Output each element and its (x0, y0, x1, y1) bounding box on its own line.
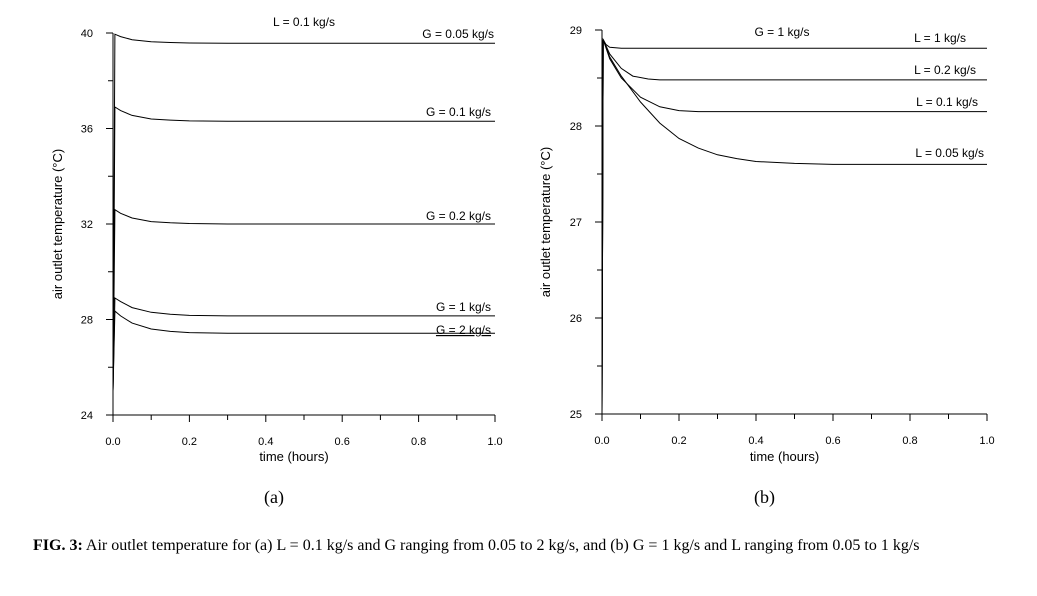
x-tick-label: 0.6 (825, 435, 840, 447)
x-tick-label: 0.8 (902, 435, 917, 447)
panel-b: 0.0 0.2 0.4 0.6 0.8 1.0 25 26 27 28 29 time (hours)… (538, 25, 995, 508)
y-tick-label: 26 (570, 313, 582, 325)
y-tick-label: 28 (81, 315, 93, 327)
x-tick-label: 0.0 (594, 435, 609, 447)
series-label: G = 0.2 kg/s (426, 209, 491, 223)
series-line (601, 39, 987, 415)
series-line (112, 310, 495, 392)
series-line (112, 106, 495, 392)
y-tick-label: 29 (570, 25, 582, 37)
x-axis-title: time (hours) (259, 449, 328, 464)
y-axis-title: air outlet temperature (°C) (50, 149, 65, 299)
series-line (112, 208, 495, 392)
series-label: L = 1 kg/s (914, 31, 966, 45)
x-tick-label: 1.0 (979, 435, 994, 447)
series-label: L = 0.1 kg/s (916, 95, 978, 109)
x-tick-label: 0.2 (671, 435, 686, 447)
y-tick-label: 40 (81, 28, 93, 40)
panel-label: (a) (264, 487, 284, 508)
y-tick-label: 32 (81, 219, 93, 231)
y-tick-label: 36 (81, 124, 93, 136)
series-line (112, 297, 495, 392)
x-tick-label: 0.0 (105, 436, 120, 448)
y-tick-label: 28 (570, 121, 582, 133)
y-axis-title: air outlet temperature (°C) (538, 147, 553, 297)
panel-header-label: G = 1 kg/s (754, 25, 809, 39)
panel-a: 0.0 0.2 0.4 0.6 0.8 1.0 24 28 32 36 40 time (hours)… (50, 15, 503, 508)
y-tick-label: 25 (570, 409, 582, 421)
x-tick-label: 1.0 (487, 436, 502, 448)
panel-header-label: L = 0.1 kg/s (273, 15, 335, 29)
x-axis-title: time (hours) (750, 449, 819, 464)
figure-caption: FIG. 3: Air outlet temperature for (a) L… (33, 535, 1023, 556)
x-tick-label: 0.6 (335, 436, 350, 448)
caption-text: Air outlet temperature for (a) L = 0.1 k… (85, 537, 920, 554)
x-tick-label: 0.4 (258, 436, 273, 448)
y-tick-label: 27 (570, 217, 582, 229)
series-label: G = 1 kg/s (436, 300, 491, 314)
series-line (112, 33, 495, 392)
y-tick-label: 24 (81, 410, 93, 422)
x-tick-label: 0.4 (748, 435, 763, 447)
series-label: L = 0.2 kg/s (914, 63, 976, 77)
series-label: L = 0.05 kg/s (915, 146, 984, 160)
series-label: G = 0.05 kg/s (422, 27, 494, 41)
x-tick-label: 0.8 (411, 436, 426, 448)
caption-label: FIG. 3: (33, 537, 83, 554)
series-label: G = 0.1 kg/s (426, 105, 491, 119)
panel-label: (b) (754, 487, 775, 508)
series-label: G = 2 kg/s (436, 323, 491, 337)
x-tick-label: 0.2 (182, 436, 197, 448)
